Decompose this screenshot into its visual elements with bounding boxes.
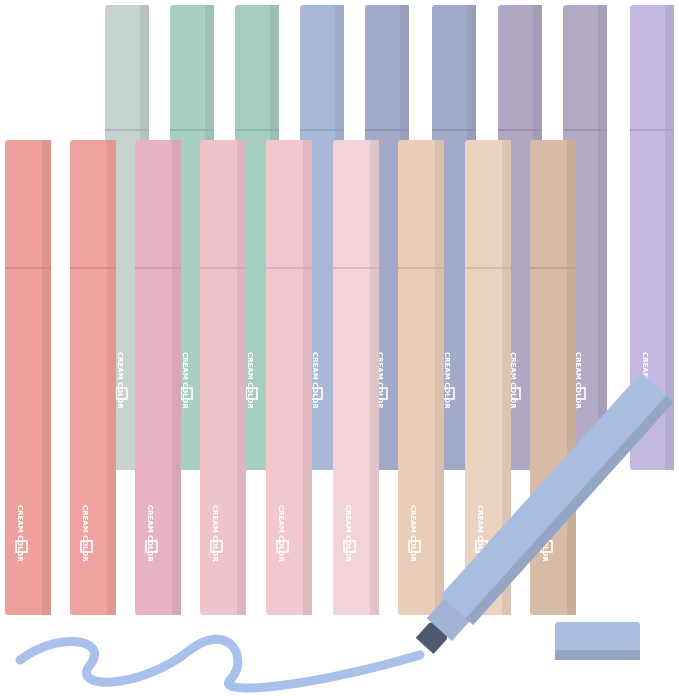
- marker-body: [465, 140, 511, 615]
- marker-side-shade: [598, 5, 607, 470]
- marker-side-shade: [172, 140, 181, 615]
- marker-side-shade: [237, 140, 246, 615]
- marker-front-8: CREAM COLOR: [465, 140, 511, 615]
- svg-text:CREAM COLOR: CREAM COLOR: [476, 505, 484, 562]
- marker-side-shade: [107, 140, 116, 615]
- brand-logo: CREAM COLOR: [343, 505, 356, 562]
- brand-logo: CREAM COLOR: [276, 505, 289, 562]
- brand-logo: CREAM COLOR: [210, 505, 223, 562]
- svg-text:CREAM COLOR: CREAM COLOR: [409, 505, 417, 562]
- marker-body: [398, 140, 444, 615]
- brand-logo: CREAM COLOR: [145, 505, 158, 562]
- open-highlighter: [415, 373, 674, 654]
- marker-body: [200, 140, 246, 615]
- svg-text:CREAM COLOR: CREAM COLOR: [443, 352, 451, 409]
- marker-front-3: CREAM COLOR: [135, 140, 181, 615]
- brand-logo: CREAM COLOR: [408, 505, 421, 562]
- svg-text:CREAM COLOR: CREAM COLOR: [246, 352, 254, 409]
- marker-neck: [426, 595, 473, 641]
- marker-side-shade: [502, 140, 511, 615]
- brand-logo: CREAM COLOR: [80, 505, 93, 562]
- marker-body: [135, 140, 181, 615]
- marker-side-shade: [42, 140, 51, 615]
- marker-body: [70, 140, 116, 615]
- svg-text:CREAM COLOR: CREAM COLOR: [211, 505, 219, 562]
- marker-side-shade: [370, 140, 379, 615]
- marker-side-shade: [465, 395, 674, 625]
- ink-scribble: [15, 634, 425, 693]
- marker-front-6: CREAM COLOR: [333, 140, 379, 615]
- marker-side-shade: [303, 140, 312, 615]
- marker-body: [5, 140, 51, 615]
- svg-text:CREAM COLOR: CREAM COLOR: [277, 505, 285, 562]
- svg-text:CREAM COLOR: CREAM COLOR: [574, 352, 582, 409]
- marker-front-5: CREAM COLOR: [266, 140, 312, 615]
- marker-front-4: CREAM COLOR: [200, 140, 246, 615]
- cap-shade: [555, 650, 640, 660]
- marker-side-shade: [435, 140, 444, 615]
- marker-front-7: CREAM COLOR: [398, 140, 444, 615]
- marker-body: [630, 5, 674, 470]
- svg-text:CREAM COLOR: CREAM COLOR: [344, 505, 352, 562]
- marker-body: [266, 140, 312, 615]
- svg-text:CREAM COLOR: CREAM COLOR: [509, 352, 517, 409]
- svg-text:CREAM COLOR: CREAM COLOR: [181, 352, 189, 409]
- marker-side-shade: [567, 140, 576, 615]
- marker-side-shade: [665, 5, 674, 470]
- marker-body: [441, 373, 673, 624]
- brand-logo: CREAM COLOR: [15, 505, 28, 562]
- marker-front-2: CREAM COLOR: [70, 140, 116, 615]
- marker-front-1: CREAM COLOR: [5, 140, 51, 615]
- svg-text:CREAM COLOR: CREAM COLOR: [16, 505, 24, 562]
- svg-text:CREAM COLOR: CREAM COLOR: [116, 352, 124, 409]
- svg-text:CREAM COLOR: CREAM COLOR: [81, 505, 89, 562]
- svg-text:CREAM COLOR: CREAM COLOR: [311, 352, 319, 409]
- svg-text:CREAM COLOR: CREAM COLOR: [146, 505, 154, 562]
- marker-body: [333, 140, 379, 615]
- svg-text:CREAM COLOR: CREAM COLOR: [376, 352, 384, 409]
